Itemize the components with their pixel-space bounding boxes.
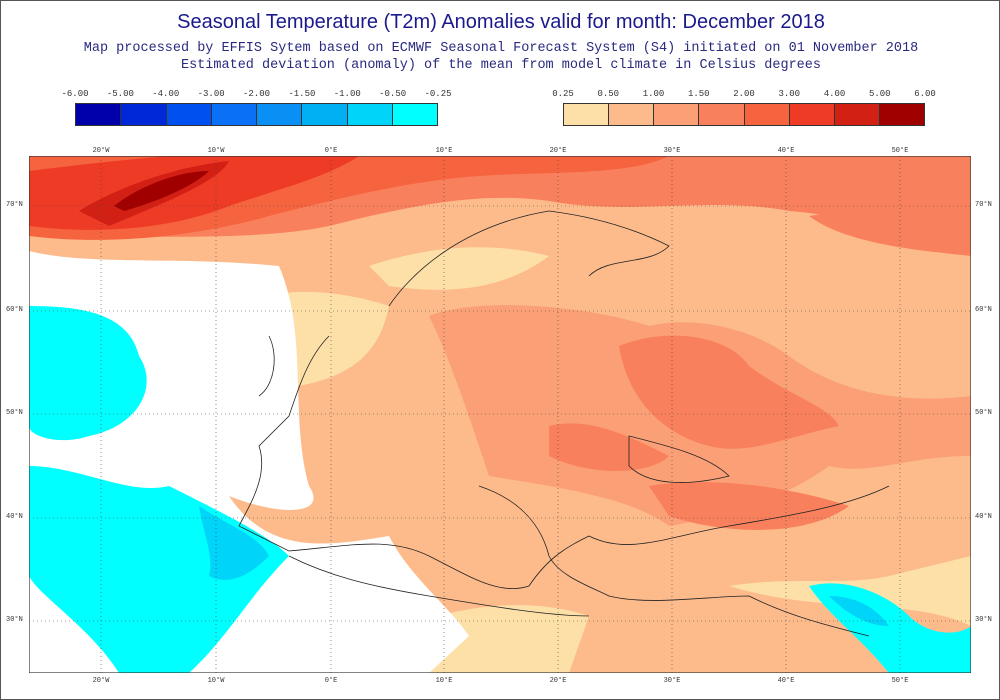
legend-label: -0.25 <box>424 89 452 99</box>
longitude-label: 30°E <box>663 677 681 685</box>
legend-swatch <box>654 104 700 125</box>
latitude-label: 50°N <box>6 409 23 417</box>
warm-zone-5 <box>114 171 209 211</box>
longitude-label: 40°E <box>777 677 795 685</box>
latitude-label: 60°N <box>975 306 992 314</box>
legend-label: -4.00 <box>152 89 180 99</box>
map-subtitle-units: Estimated deviation (anomaly) of the mea… <box>180 58 821 73</box>
longitude-label: 0°E <box>324 147 338 155</box>
legend-positive: 0.25 0.50 1.00 1.50 2.00 3.00 4.00 5.00 6.00 <box>552 89 936 126</box>
legend-swatch <box>789 104 835 125</box>
legend-swatch <box>392 104 437 125</box>
legend-swatch <box>121 104 167 125</box>
longitude-label: 50°E <box>891 677 909 685</box>
legend-label: 1.50 <box>687 89 710 99</box>
longitude-label: 10°W <box>207 147 225 155</box>
map-subtitle-source: Map processed by EFFIS Sytem based on EC… <box>83 41 919 56</box>
legend-label: 3.00 <box>778 89 801 99</box>
legend-swatch <box>879 104 924 125</box>
latitude-label: 70°N <box>6 201 23 209</box>
legend-swatch <box>302 104 348 125</box>
longitude-label: 20°W <box>92 677 110 685</box>
longitude-label: 0°E <box>324 677 338 685</box>
legend-swatch <box>257 104 303 125</box>
graticule <box>29 156 971 673</box>
longitude-label: 20°E <box>549 677 567 685</box>
legend-label: -1.50 <box>288 89 316 99</box>
latitude-label: 70°N <box>975 201 992 209</box>
longitude-label: 10°E <box>435 147 453 155</box>
legend-swatch <box>744 104 790 125</box>
legend-label: 5.00 <box>868 89 891 99</box>
legend-negative: -6.00 -5.00 -4.00 -3.00 -2.00 -1.50 -1.00 -0.50… <box>61 89 452 126</box>
longitude-label: 50°E <box>891 147 909 155</box>
legend-label: 0.25 <box>552 89 574 99</box>
latitude-label: 30°N <box>975 616 992 624</box>
map-title: Seasonal Temperature (T2m) Anomalies val… <box>177 11 825 33</box>
legend-label: -6.00 <box>61 89 89 99</box>
legend-swatch <box>347 104 393 125</box>
legend-swatch <box>834 104 880 125</box>
latitude-label: 30°N <box>6 616 23 624</box>
legend-label: -2.00 <box>242 89 271 99</box>
latitude-label: 40°N <box>6 513 23 521</box>
legend-label: 2.00 <box>733 89 755 99</box>
legend-label: -1.00 <box>333 89 361 99</box>
legend-label: -5.00 <box>106 89 134 99</box>
anomaly-map <box>29 156 971 673</box>
longitude-label: 20°W <box>92 147 110 155</box>
legend-label: 6.00 <box>914 89 936 99</box>
legend-label: -3.00 <box>197 89 225 99</box>
longitude-label: 40°E <box>777 147 795 155</box>
longitude-label: 20°E <box>549 147 567 155</box>
coastlines <box>238 210 890 637</box>
legend-swatch <box>166 104 212 125</box>
legend-label: 0.50 <box>597 89 620 99</box>
longitude-label: 30°E <box>663 147 681 155</box>
latitude-label: 60°N <box>6 306 23 314</box>
latitude-label: 50°N <box>975 409 992 417</box>
legend-label: 4.00 <box>823 89 846 99</box>
legend-swatch <box>609 104 655 125</box>
longitude-label: 10°E <box>435 677 453 685</box>
legend-swatch <box>76 104 122 125</box>
legend-swatch <box>564 104 610 125</box>
legend-label: -0.50 <box>379 89 407 99</box>
cold-zone-0.5 <box>199 506 269 580</box>
weak-warm-zone <box>369 247 549 290</box>
legend-swatch <box>211 104 257 125</box>
longitude-label: 10°W <box>207 677 225 685</box>
latitude-label: 40°N <box>975 513 992 521</box>
legend-label: 1.00 <box>642 89 665 99</box>
legend-swatch <box>699 104 745 125</box>
cold-zone-0.25 <box>29 306 147 441</box>
